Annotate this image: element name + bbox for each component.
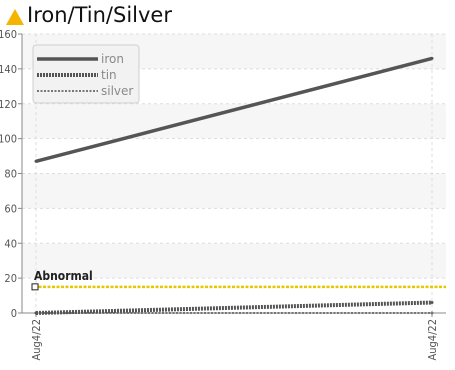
- threshold-label: Abnormal: [34, 269, 93, 283]
- chart-area: 0 20 40 60 80 100 120 140 160 Aug4/22 Aug4/22 Abnor…: [0, 30, 455, 370]
- line-chart: 0 20 40 60 80 100 120 140 160 Aug4/22 Aug4/22 Abnor…: [0, 30, 446, 361]
- legend: iron tin silver: [32, 44, 140, 104]
- data-point-tin[interactable]: [34, 311, 38, 315]
- x-tick-label: Aug4/22: [426, 319, 439, 361]
- y-tick-label: 80: [4, 168, 17, 181]
- data-point-silver[interactable]: [430, 311, 434, 315]
- band-80-100: [22, 138, 446, 174]
- y-tick-label: 0: [11, 307, 17, 320]
- x-tick-label: Aug4/22: [30, 319, 43, 361]
- series-line-tin[interactable]: [35, 300, 433, 315]
- warning-triangle-icon[interactable]: [6, 9, 24, 25]
- chart-title: Iron/Tin/Silver: [27, 3, 172, 27]
- data-point-tin[interactable]: [430, 301, 434, 305]
- chart-header: Iron/Tin/Silver: [0, 0, 455, 30]
- y-tick-label: 160: [0, 30, 17, 41]
- band-60-80: [22, 173, 446, 209]
- series-line-iron[interactable]: [35, 56, 433, 163]
- legend-label-tin[interactable]: tin: [101, 68, 117, 82]
- data-point-iron[interactable]: [34, 159, 38, 163]
- y-tick-label: 60: [4, 202, 17, 215]
- band-40-60: [22, 208, 446, 244]
- y-tick-label: 40: [4, 237, 17, 250]
- y-tick-label: 120: [0, 98, 17, 111]
- y-tick-label: 20: [4, 272, 17, 285]
- y-tick-label: 100: [0, 133, 17, 146]
- data-point-iron[interactable]: [430, 56, 434, 60]
- threshold-marker[interactable]: [31, 283, 39, 291]
- legend-label-silver[interactable]: silver: [101, 84, 133, 98]
- legend-label-iron[interactable]: iron: [101, 52, 124, 66]
- y-tick-label: 140: [0, 63, 17, 76]
- band-20-40: [22, 243, 446, 279]
